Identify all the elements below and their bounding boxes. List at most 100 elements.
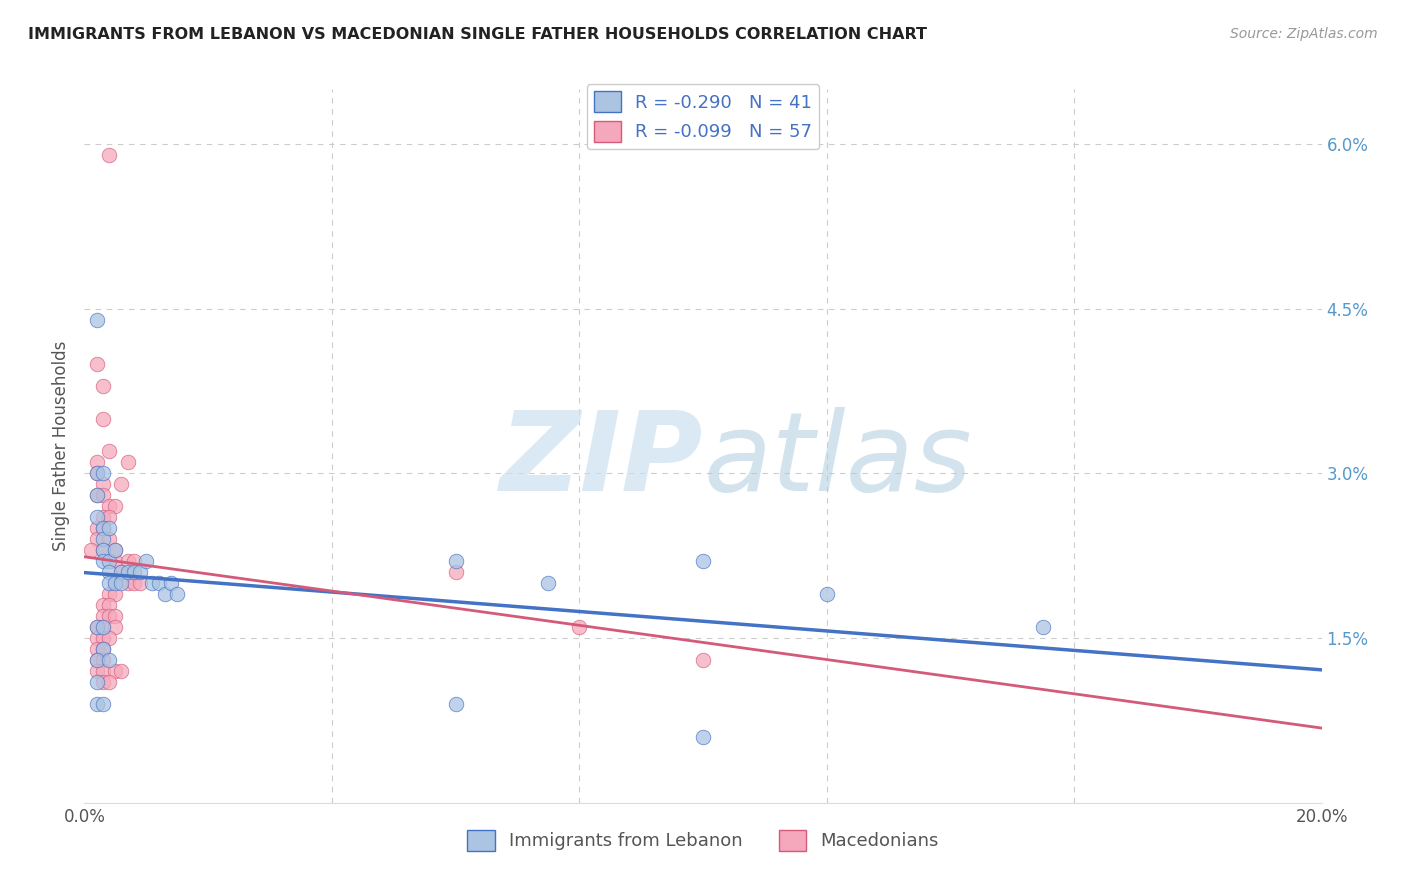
Point xyxy=(568,620,591,634)
Point xyxy=(148,576,170,591)
Point xyxy=(98,500,121,514)
Point xyxy=(98,587,121,601)
Point xyxy=(91,521,114,535)
Text: IMMIGRANTS FROM LEBANON VS MACEDONIAN SINGLE FATHER HOUSEHOLDS CORRELATION CHART: IMMIGRANTS FROM LEBANON VS MACEDONIAN SI… xyxy=(28,27,927,42)
Point xyxy=(91,378,114,392)
Point xyxy=(104,620,127,634)
Point xyxy=(444,554,467,568)
Point xyxy=(110,566,132,580)
Point xyxy=(91,533,114,547)
Point xyxy=(110,664,132,678)
Point xyxy=(104,554,127,568)
Point xyxy=(444,697,467,711)
Point xyxy=(117,566,139,580)
Point xyxy=(815,587,838,601)
Point xyxy=(129,576,152,591)
Point xyxy=(537,576,560,591)
Point xyxy=(91,521,114,535)
Point xyxy=(110,566,132,580)
Point xyxy=(86,697,108,711)
Point xyxy=(91,653,114,667)
Point xyxy=(104,609,127,624)
Text: atlas: atlas xyxy=(703,407,972,514)
Point xyxy=(98,675,121,690)
Point xyxy=(692,730,714,744)
Point xyxy=(91,477,114,491)
Point xyxy=(86,521,108,535)
Point xyxy=(86,455,108,469)
Text: ZIP: ZIP xyxy=(499,407,703,514)
Point xyxy=(91,609,114,624)
Point xyxy=(91,543,114,558)
Point xyxy=(104,500,127,514)
Point xyxy=(91,697,114,711)
Point xyxy=(98,566,121,580)
Point xyxy=(86,467,108,481)
Point xyxy=(86,533,108,547)
Point xyxy=(91,620,114,634)
Point xyxy=(86,488,108,502)
Point xyxy=(98,521,121,535)
Point xyxy=(104,576,127,591)
Point xyxy=(98,510,121,524)
Point xyxy=(86,488,108,502)
Point xyxy=(91,620,114,634)
Point xyxy=(86,510,108,524)
Point xyxy=(153,587,176,601)
Text: Source: ZipAtlas.com: Source: ZipAtlas.com xyxy=(1230,27,1378,41)
Point xyxy=(91,467,114,481)
Point xyxy=(91,642,114,657)
Point xyxy=(104,543,127,558)
Point xyxy=(117,455,139,469)
Point xyxy=(86,631,108,645)
Point xyxy=(692,653,714,667)
Point xyxy=(98,148,121,162)
Point xyxy=(98,444,121,458)
Point xyxy=(104,576,127,591)
Point xyxy=(91,598,114,612)
Point xyxy=(1032,620,1054,634)
Point xyxy=(444,566,467,580)
Point xyxy=(166,587,188,601)
Point xyxy=(86,620,108,634)
Point xyxy=(98,554,121,568)
Point xyxy=(98,609,121,624)
Point xyxy=(91,631,114,645)
Point xyxy=(98,631,121,645)
Point xyxy=(110,477,132,491)
Point xyxy=(79,543,101,558)
Point xyxy=(91,510,114,524)
Point xyxy=(122,576,145,591)
Point xyxy=(129,566,152,580)
Point xyxy=(86,675,108,690)
Point xyxy=(135,554,157,568)
Point xyxy=(104,587,127,601)
Point xyxy=(104,664,127,678)
Point xyxy=(98,653,121,667)
Point xyxy=(98,598,121,612)
Point xyxy=(91,675,114,690)
Point xyxy=(692,554,714,568)
Point xyxy=(86,653,108,667)
Point xyxy=(91,488,114,502)
Point xyxy=(122,554,145,568)
Legend: Immigrants from Lebanon, Macedonians: Immigrants from Lebanon, Macedonians xyxy=(460,822,946,858)
Point xyxy=(98,576,121,591)
Point xyxy=(91,411,114,425)
Point xyxy=(98,533,121,547)
Point xyxy=(86,642,108,657)
Point xyxy=(104,543,127,558)
Point xyxy=(91,642,114,657)
Point xyxy=(110,576,132,591)
Point xyxy=(86,664,108,678)
Point xyxy=(117,554,139,568)
Point xyxy=(160,576,183,591)
Point xyxy=(86,357,108,371)
Point xyxy=(86,467,108,481)
Y-axis label: Single Father Households: Single Father Households xyxy=(52,341,70,551)
Point xyxy=(86,312,108,326)
Point xyxy=(91,554,114,568)
Point xyxy=(91,543,114,558)
Point xyxy=(122,566,145,580)
Point xyxy=(86,653,108,667)
